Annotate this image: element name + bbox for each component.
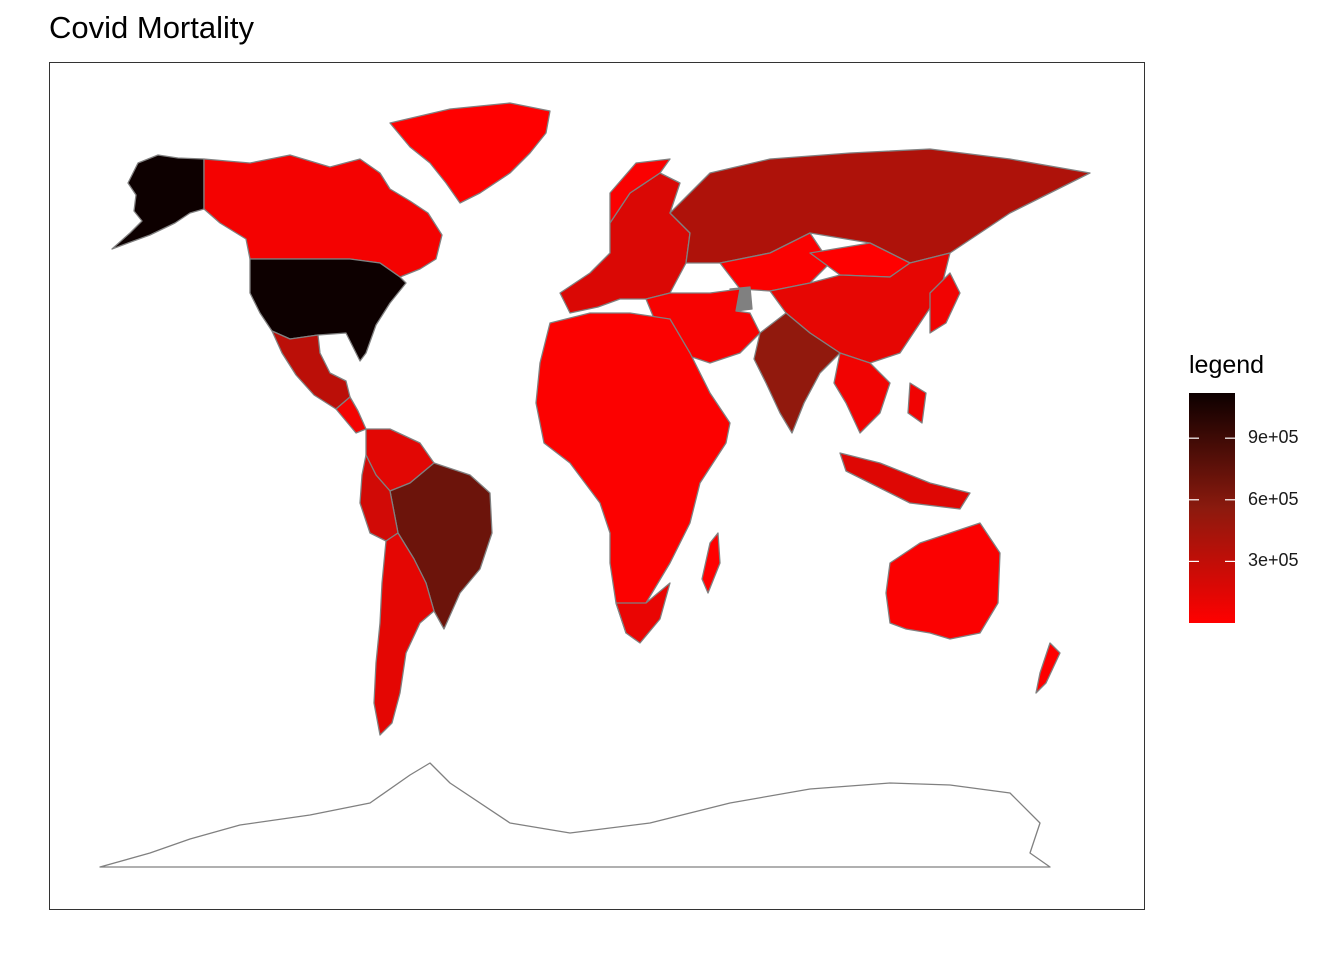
country-mexico — [271, 330, 351, 410]
country-philippines — [907, 382, 927, 424]
legend-tick-label: 6e+05 — [1248, 488, 1299, 509]
country-canada — [203, 154, 443, 278]
country-russia — [669, 148, 1091, 264]
region-africa — [535, 312, 731, 634]
country-madagascar — [701, 532, 721, 594]
country-indonesia — [839, 452, 971, 510]
country-argentina — [373, 532, 435, 736]
legend-title: legend — [1189, 351, 1265, 379]
country-south-africa — [615, 582, 671, 644]
legend-tick-label: 9e+05 — [1248, 427, 1299, 448]
map-panel — [49, 62, 1145, 910]
country-united-states — [249, 258, 407, 362]
country-india — [753, 312, 841, 434]
region-scandinavia — [609, 158, 671, 224]
region-southeast-asia — [833, 352, 891, 434]
region-antarctica — [99, 762, 1051, 868]
map-title: Covid Mortality — [49, 10, 254, 45]
legend-tick-label: 3e+05 — [1248, 550, 1299, 571]
country-central-america — [335, 396, 367, 434]
world-map — [99, 102, 1091, 868]
legend-colorbar — [1189, 393, 1235, 623]
country-alaska — [111, 154, 205, 250]
country-greenland — [389, 102, 551, 204]
country-new-zealand — [1035, 642, 1061, 694]
country-japan — [929, 272, 961, 334]
country-australia — [885, 522, 1001, 640]
legend-gradient — [1189, 393, 1235, 623]
